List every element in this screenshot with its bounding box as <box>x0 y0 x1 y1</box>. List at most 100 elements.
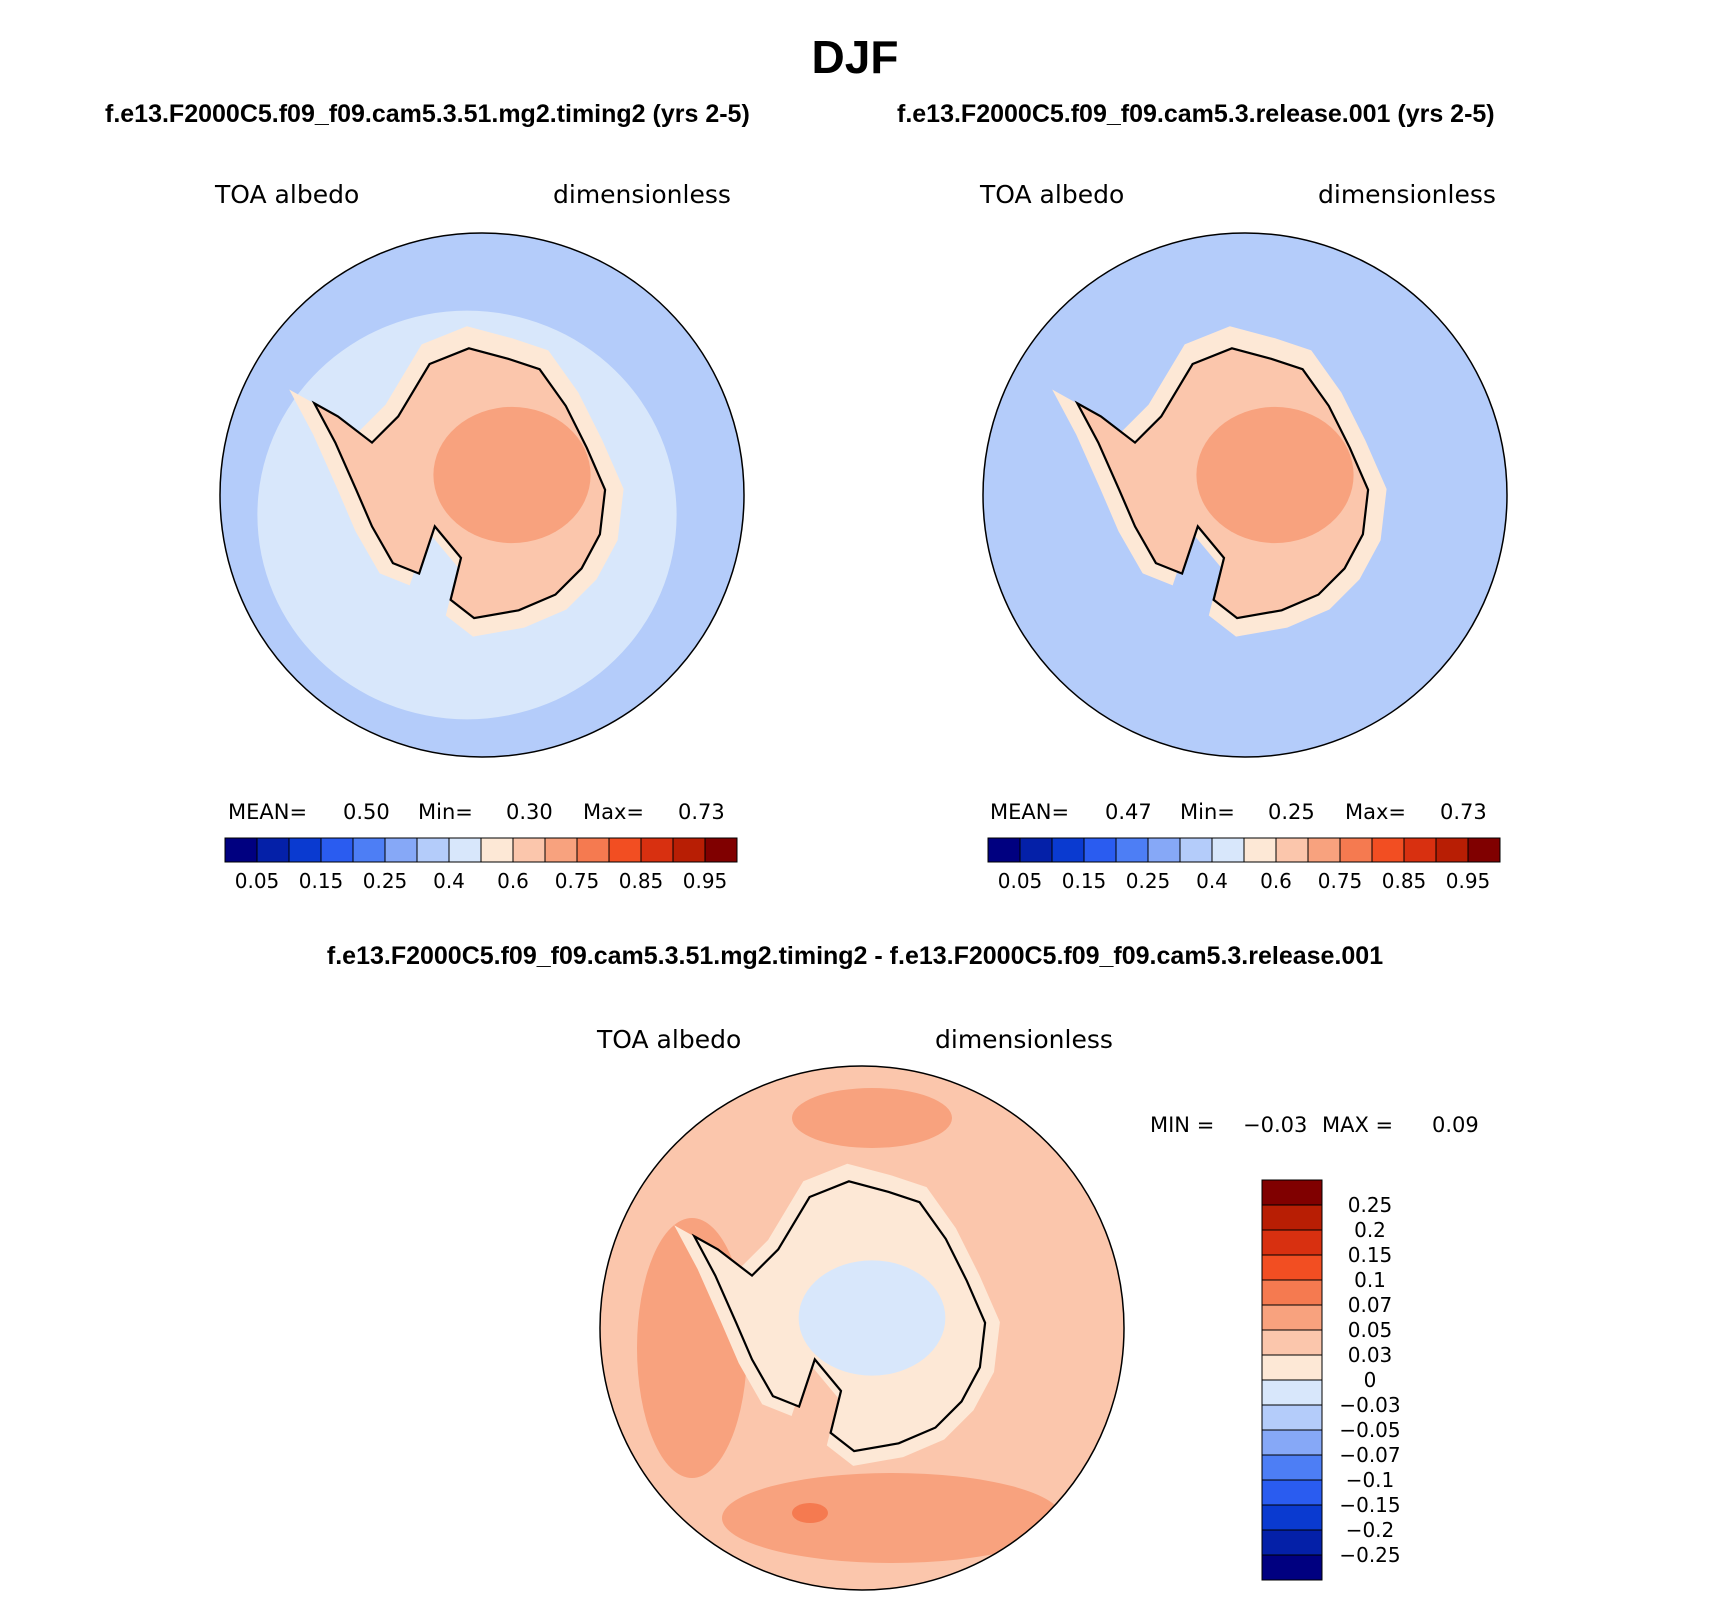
colorbar-tick-label: 0 <box>1364 1368 1377 1392</box>
colorbar-swatch <box>1019 837 1053 863</box>
colorbar-tick-label: 0.07 <box>1348 1293 1393 1317</box>
colorbar-swatch <box>1261 1479 1323 1506</box>
right-colorbar: 0.05 0.15 0.25 0.4 0.6 0.75 0.85 0.95 <box>987 837 1501 893</box>
colorbar-swatch <box>704 837 738 863</box>
colorbar-swatch <box>1243 837 1277 863</box>
colorbar-swatch <box>1261 1454 1323 1481</box>
colorbar-tick-label: −0.07 <box>1339 1443 1400 1467</box>
diff-variable-label: TOA albedo <box>597 1025 742 1054</box>
colorbar-tick-label: 0.05 <box>235 869 280 893</box>
colorbar-tick-label: −0.1 <box>1346 1468 1395 1492</box>
colorbar-swatch <box>1339 837 1373 863</box>
diff-max-value: 0.09 <box>1432 1113 1479 1137</box>
colorbar-tick-label: −0.03 <box>1339 1393 1400 1417</box>
colorbar-swatch <box>1261 1429 1323 1456</box>
colorbar-tick-label: 0.05 <box>998 869 1043 893</box>
colorbar-swatch <box>1051 837 1085 863</box>
diff-min-value: −0.03 <box>1243 1113 1308 1137</box>
colorbar-tick-label: −0.05 <box>1339 1418 1400 1442</box>
right-mean-label: MEAN= <box>990 800 1070 824</box>
colorbar-swatch <box>1261 1254 1323 1281</box>
right-max-label: Max= <box>1345 800 1407 824</box>
colorbar-tick-label: −0.25 <box>1339 1543 1400 1567</box>
left-map-boundary <box>219 232 745 758</box>
diff-min-label: MIN = <box>1150 1113 1215 1137</box>
ocean-patch-region <box>792 1088 952 1148</box>
colorbar-tick-label: 0.85 <box>619 869 664 893</box>
antarctica-coastline <box>311 347 607 620</box>
colorbar-tick-label: 0.6 <box>1260 869 1292 893</box>
diff-units-label: dimensionless <box>935 1025 1113 1054</box>
right-map-boundary <box>982 232 1508 758</box>
colorbar-swatch <box>512 837 546 863</box>
diff-max-label: MAX = <box>1322 1113 1394 1137</box>
coastlines <box>311 347 1370 1453</box>
colorbar-tick-label: 0.15 <box>299 869 344 893</box>
colorbar-swatch <box>1211 837 1245 863</box>
colorbar-tick-label: 0.05 <box>1348 1318 1393 1342</box>
colorbar-tick-label: 0.75 <box>1318 869 1363 893</box>
right-max-value: 0.73 <box>1440 800 1487 824</box>
colorbar-swatch <box>1261 1529 1323 1556</box>
colorbar-tick-label: 0.15 <box>1348 1243 1393 1267</box>
left-mean-label: MEAN= <box>228 800 308 824</box>
colorbar-swatch <box>608 837 642 863</box>
continent-patch-region <box>798 1260 946 1376</box>
colorbar-tick-label: −0.2 <box>1346 1518 1395 1542</box>
right-mean-value: 0.47 <box>1105 800 1152 824</box>
colorbar-swatch <box>320 837 354 863</box>
colorbar-swatch <box>1307 837 1341 863</box>
colorbar-tick-label: 0.1 <box>1354 1268 1386 1292</box>
colorbar-swatch <box>1261 1229 1323 1256</box>
ocean-patch-region <box>722 1473 1062 1563</box>
colorbar-tick-label: 0.4 <box>1196 869 1228 893</box>
colorbar-tick-label: −0.15 <box>1339 1493 1400 1517</box>
right-panel-case-title: f.e13.F2000C5.f09_f09.cam5.3.release.001… <box>897 100 1495 128</box>
colorbar-swatch <box>1083 837 1117 863</box>
colorbar-tick-label: 0.95 <box>1446 869 1491 893</box>
diff-map-boundary <box>599 1065 1125 1591</box>
colorbar-swatch <box>1261 1379 1323 1406</box>
left-min-value: 0.30 <box>506 800 553 824</box>
colorbar-swatch <box>1179 837 1213 863</box>
colorbar-swatch <box>416 837 450 863</box>
map-boundaries <box>219 232 1508 1591</box>
left-colorbar: 0.05 0.15 0.25 0.4 0.6 0.75 0.85 0.95 <box>224 837 738 893</box>
colorbar-tick-label: 0.75 <box>555 869 600 893</box>
colorbar-tick-label: 0.25 <box>1126 869 1171 893</box>
colorbar-swatch <box>224 837 258 863</box>
colorbar-swatch <box>640 837 674 863</box>
colorbar-swatch <box>1261 1304 1323 1331</box>
colorbar-swatch <box>672 837 706 863</box>
antarctica-coastline <box>1074 347 1370 620</box>
colorbar-swatch <box>1261 1504 1323 1531</box>
colorbar-swatch <box>1261 1204 1323 1231</box>
right-min-value: 0.25 <box>1268 800 1315 824</box>
colorbar-tick-label: 0.15 <box>1062 869 1107 893</box>
left-polar-map <box>220 233 744 757</box>
colorbar-tick-label: 0.03 <box>1348 1343 1393 1367</box>
colorbar-swatch <box>1467 837 1501 863</box>
colorbar-swatch <box>480 837 514 863</box>
colorbar-swatch <box>576 837 610 863</box>
ocean-hotspot-region <box>792 1503 828 1523</box>
colorbar-swatch <box>1115 837 1149 863</box>
colorbar-tick-label: 0.95 <box>683 869 728 893</box>
left-max-value: 0.73 <box>678 800 725 824</box>
colorbar-swatch <box>1371 837 1405 863</box>
colorbar-tick-label: 0.25 <box>363 869 408 893</box>
colorbar-tick-label: 0.85 <box>1382 869 1427 893</box>
colorbar-tick-label: 0.25 <box>1348 1193 1393 1217</box>
figure-title: DJF <box>811 31 899 83</box>
colorbar-swatch <box>987 837 1021 863</box>
left-panel-case-title: f.e13.F2000C5.f09_f09.cam5.3.51.mg2.timi… <box>105 100 750 128</box>
plateau-region <box>433 406 591 544</box>
colorbar-swatch <box>256 837 290 863</box>
right-units-label: dimensionless <box>1318 180 1496 209</box>
colorbar-tick-label: 0.2 <box>1354 1218 1386 1242</box>
colorbar-swatch <box>352 837 386 863</box>
colorbar-swatch <box>1261 1354 1323 1381</box>
right-min-label: Min= <box>1180 800 1235 824</box>
colorbar-swatch <box>1147 837 1181 863</box>
